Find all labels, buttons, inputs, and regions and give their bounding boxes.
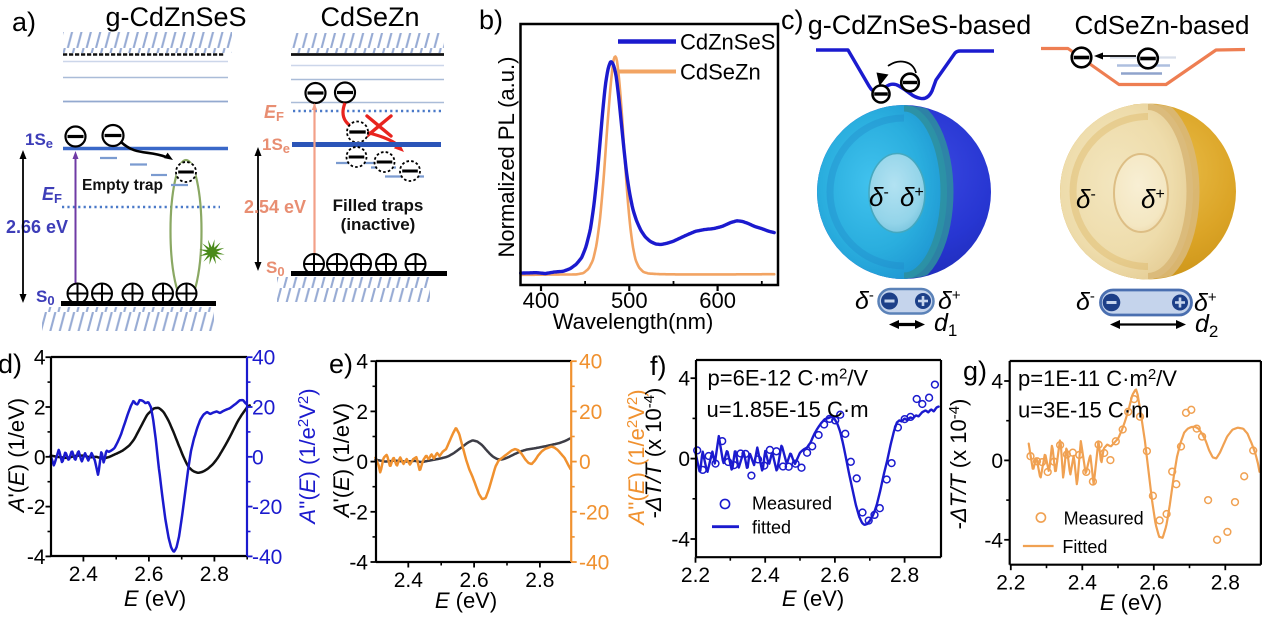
svg-text:-4: -4 xyxy=(349,552,368,575)
svg-text:-40: -40 xyxy=(252,546,282,569)
svg-text:Normalized PL (a.u.): Normalized PL (a.u.) xyxy=(494,57,519,258)
svg-text:e): e) xyxy=(329,349,353,379)
svg-text:Filled traps: Filled traps xyxy=(333,196,424,215)
svg-text:δ-: δ- xyxy=(869,182,889,212)
svg-text:δ-: δ- xyxy=(855,287,874,315)
svg-text:2: 2 xyxy=(356,401,368,424)
svg-text:0: 0 xyxy=(991,450,1003,473)
svg-text:-2: -2 xyxy=(349,501,368,524)
svg-text:a): a) xyxy=(12,7,36,37)
svg-text:Empty trap: Empty trap xyxy=(82,177,163,194)
svg-text:40: 40 xyxy=(579,351,602,374)
svg-text:d): d) xyxy=(0,349,22,379)
svg-text:2.6: 2.6 xyxy=(1139,572,1168,595)
svg-text:20: 20 xyxy=(252,397,275,420)
svg-text:δ-: δ- xyxy=(1076,184,1096,214)
svg-text:E (eV): E (eV) xyxy=(124,586,186,611)
svg-text:fitted: fitted xyxy=(752,518,791,538)
svg-text:CdSeZn: CdSeZn xyxy=(320,2,419,32)
svg-text:E (eV): E (eV) xyxy=(782,586,844,611)
svg-text:2.6: 2.6 xyxy=(459,569,488,592)
svg-text:Measured: Measured xyxy=(1064,509,1144,529)
svg-text:δ+: δ+ xyxy=(938,287,961,315)
svg-text:δ+: δ+ xyxy=(900,182,924,212)
svg-text:0: 0 xyxy=(34,446,46,469)
svg-text:δ-: δ- xyxy=(1076,288,1095,316)
svg-text:2.4: 2.4 xyxy=(751,564,781,587)
svg-text:-2: -2 xyxy=(27,496,46,519)
svg-text:2.8: 2.8 xyxy=(200,563,229,586)
svg-text:400: 400 xyxy=(523,288,560,313)
svg-text:g): g) xyxy=(963,356,987,386)
svg-text:4: 4 xyxy=(678,368,690,391)
svg-text:4: 4 xyxy=(356,351,368,374)
svg-text:(inactive): (inactive) xyxy=(341,215,416,234)
svg-text:2.4: 2.4 xyxy=(394,569,424,592)
svg-text:g-CdZnSeS-based: g-CdZnSeS-based xyxy=(808,10,1032,40)
svg-text:-ΔT/T (x 10-4): -ΔT/T (x 10-4) xyxy=(946,399,971,530)
svg-text:E (eV): E (eV) xyxy=(435,588,497,613)
svg-text:2.2: 2.2 xyxy=(996,572,1025,595)
svg-text:0: 0 xyxy=(678,448,690,471)
svg-text:2.6: 2.6 xyxy=(820,564,849,587)
svg-text:A''(E) (1/e2V2): A''(E) (1/e2V2) xyxy=(295,388,320,525)
svg-text:500: 500 xyxy=(611,288,648,313)
svg-text:1Se: 1Se xyxy=(262,135,290,156)
svg-text:0: 0 xyxy=(252,446,264,469)
svg-text:40: 40 xyxy=(252,347,275,370)
svg-text:2.54 eV: 2.54 eV xyxy=(244,197,306,217)
svg-text:d2: d2 xyxy=(1195,310,1218,341)
svg-text:600: 600 xyxy=(699,288,736,313)
svg-text:2.2: 2.2 xyxy=(681,564,710,587)
svg-text:g-CdZnSeS: g-CdZnSeS xyxy=(105,2,246,32)
svg-text:CdZnSeS: CdZnSeS xyxy=(680,30,775,55)
svg-text:δ+: δ+ xyxy=(1141,184,1165,214)
svg-text:CdSeZn-based: CdSeZn-based xyxy=(1075,10,1250,40)
svg-text:Wavelength(nm): Wavelength(nm) xyxy=(553,309,714,334)
svg-text:-20: -20 xyxy=(579,501,609,524)
svg-text:u=1.85E-15 C·m: u=1.85E-15 C·m xyxy=(707,397,869,422)
svg-text:-4: -4 xyxy=(671,529,690,552)
svg-text:2.4: 2.4 xyxy=(69,563,99,586)
svg-text:f): f) xyxy=(650,351,667,381)
svg-text:EF: EF xyxy=(264,102,284,124)
svg-text:-40: -40 xyxy=(579,552,609,575)
svg-text:2.66 eV: 2.66 eV xyxy=(6,217,68,237)
svg-text:S0: S0 xyxy=(36,287,55,308)
svg-text:c): c) xyxy=(781,5,804,35)
svg-text:4: 4 xyxy=(991,371,1003,394)
svg-text:2.6: 2.6 xyxy=(134,563,163,586)
svg-text:A''(E) (1/e2V2): A''(E) (1/e2V2) xyxy=(624,389,649,526)
svg-text:2.8: 2.8 xyxy=(1211,572,1240,595)
svg-text:b): b) xyxy=(479,5,503,35)
svg-text:0: 0 xyxy=(579,451,591,474)
svg-text:-ΔT/T (x 10-4): -ΔT/T (x 10-4) xyxy=(641,388,666,519)
svg-text:-20: -20 xyxy=(252,496,282,519)
svg-text:Fitted: Fitted xyxy=(1062,537,1107,557)
svg-text:2.8: 2.8 xyxy=(525,569,554,592)
svg-text:d1: d1 xyxy=(934,309,957,340)
svg-text:E (eV): E (eV) xyxy=(1100,590,1162,615)
svg-text:p=6E-12 C·m2/V: p=6E-12 C·m2/V xyxy=(708,366,869,391)
svg-text:-4: -4 xyxy=(984,529,1003,552)
svg-text:2: 2 xyxy=(34,397,46,420)
svg-text:Measured: Measured xyxy=(752,494,832,514)
svg-text:A'(E) (1/eV): A'(E) (1/eV) xyxy=(329,403,354,519)
svg-text:2.8: 2.8 xyxy=(890,564,919,587)
svg-text:0: 0 xyxy=(356,451,368,474)
svg-text:20: 20 xyxy=(579,401,602,424)
svg-text:S0: S0 xyxy=(266,258,285,279)
svg-text:2.4: 2.4 xyxy=(1068,572,1098,595)
svg-text:δ+: δ+ xyxy=(1194,289,1217,317)
svg-text:CdSeZn: CdSeZn xyxy=(680,60,761,85)
svg-text:A'(E) (1/eV): A'(E) (1/eV) xyxy=(4,398,29,514)
svg-text:4: 4 xyxy=(34,347,46,370)
svg-text:1Se: 1Se xyxy=(25,130,53,151)
svg-text:-4: -4 xyxy=(27,546,46,569)
svg-text:EF: EF xyxy=(42,184,62,206)
svg-text:u=3E-15 C·m: u=3E-15 C·m xyxy=(1018,398,1149,423)
